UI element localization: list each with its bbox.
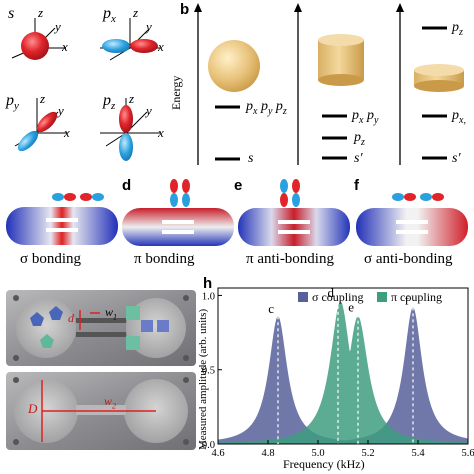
axis-label-y: y [146,103,152,118]
axis-label-x: x [64,125,70,140]
mode-name-pi-antibonding: π anti-bonding [246,251,334,267]
axis-label-z: z [40,91,46,106]
pz-orbital-icon [100,98,160,161]
legend-label-pi: π coupling [391,290,443,304]
axis-label-y: y [146,19,152,34]
panel-letter-d: d [122,177,132,194]
dimension-label-w2: w2 [104,394,117,411]
series-area-1 [218,301,468,444]
axis-label-z: z [38,5,44,20]
level-label-pz: pz [452,20,463,38]
panel-letter-e: e [234,177,243,194]
x-tick-label: 4.8 [261,448,274,459]
chart-legend: σ coupling π coupling [222,286,470,306]
axis-label-z: z [129,91,135,106]
legend-swatch-pi [377,292,387,302]
orbital-label-py: py [6,92,19,113]
cylinder-icon [318,34,364,86]
panel-letter-h: h [203,275,213,292]
level-label-s-prime: s′ [452,151,461,166]
level-label-s: s [248,151,254,166]
disk-icon [414,64,464,92]
axis-label-x: x [158,39,164,54]
axis-label-y: y [58,103,64,118]
mode-pi-bonding-shape [122,179,234,246]
mode-sigma-bonding-shape [6,193,118,245]
axis-label-x: x [62,39,68,54]
x-tick-label: 5.6 [461,448,474,459]
peak-label: c [268,301,274,316]
axis-label-x: x [158,125,164,140]
x-tick-label: 5.2 [361,448,374,459]
y-tick-label: 0.5 [202,366,215,377]
y-axis-label: Measured amplitude (arb. units) [197,308,209,450]
orbital-label-pz: pz [103,92,116,113]
level-label-pxpy: px py [352,108,379,126]
orbital-label-px: px [103,5,116,26]
mode-name-pi-bonding: π bonding [134,251,195,267]
plot-frame [217,287,469,445]
dimension-label-d: d [68,311,74,325]
x-axis-label: Frequency (kHz) [283,457,365,471]
mode-name-sigma-bonding: σ bonding [20,251,82,267]
series-area-0 [218,307,468,444]
peak-label: d [328,285,335,300]
level-label-s-prime: s′ [354,151,363,166]
x-tick-label: 5.0 [311,448,324,459]
mode-pi-antibonding-shape [238,179,350,246]
s-orbital-icon [11,18,66,60]
peak-label: f [405,292,410,307]
y-tick-label: 1.0 [202,291,215,302]
py-orbital-icon [14,98,68,152]
peak-label: e [348,300,354,315]
panel-letter-b: b [180,1,190,18]
orbital-label-s: s [8,5,15,22]
level-label-p: px py pz [246,99,287,117]
photo-bottom-sample [6,372,196,450]
y-tick-label: 0.0 [202,440,215,451]
level-label-pz: pz [354,130,365,148]
mode-name-sigma-antibonding: σ anti-bonding [364,251,453,267]
sphere-icon [208,40,260,92]
x-tick-label: 4.6 [211,448,224,459]
legend-label-sigma: σ coupling [312,290,364,304]
dimension-label-w1: w1 [105,305,118,322]
axis-label-y: y [55,19,61,34]
dimension-label-D: D [28,401,38,416]
legend-swatch-sigma [298,292,308,302]
x-tick-label: 5.4 [411,448,425,459]
panel-letter-f: f [354,177,359,194]
photo-top-sample [6,290,196,366]
mode-sigma-antibonding-shape [356,193,468,246]
axis-label-z: z [133,5,139,20]
px-orbital-icon [100,18,160,61]
level-label-px: px, [452,108,466,126]
